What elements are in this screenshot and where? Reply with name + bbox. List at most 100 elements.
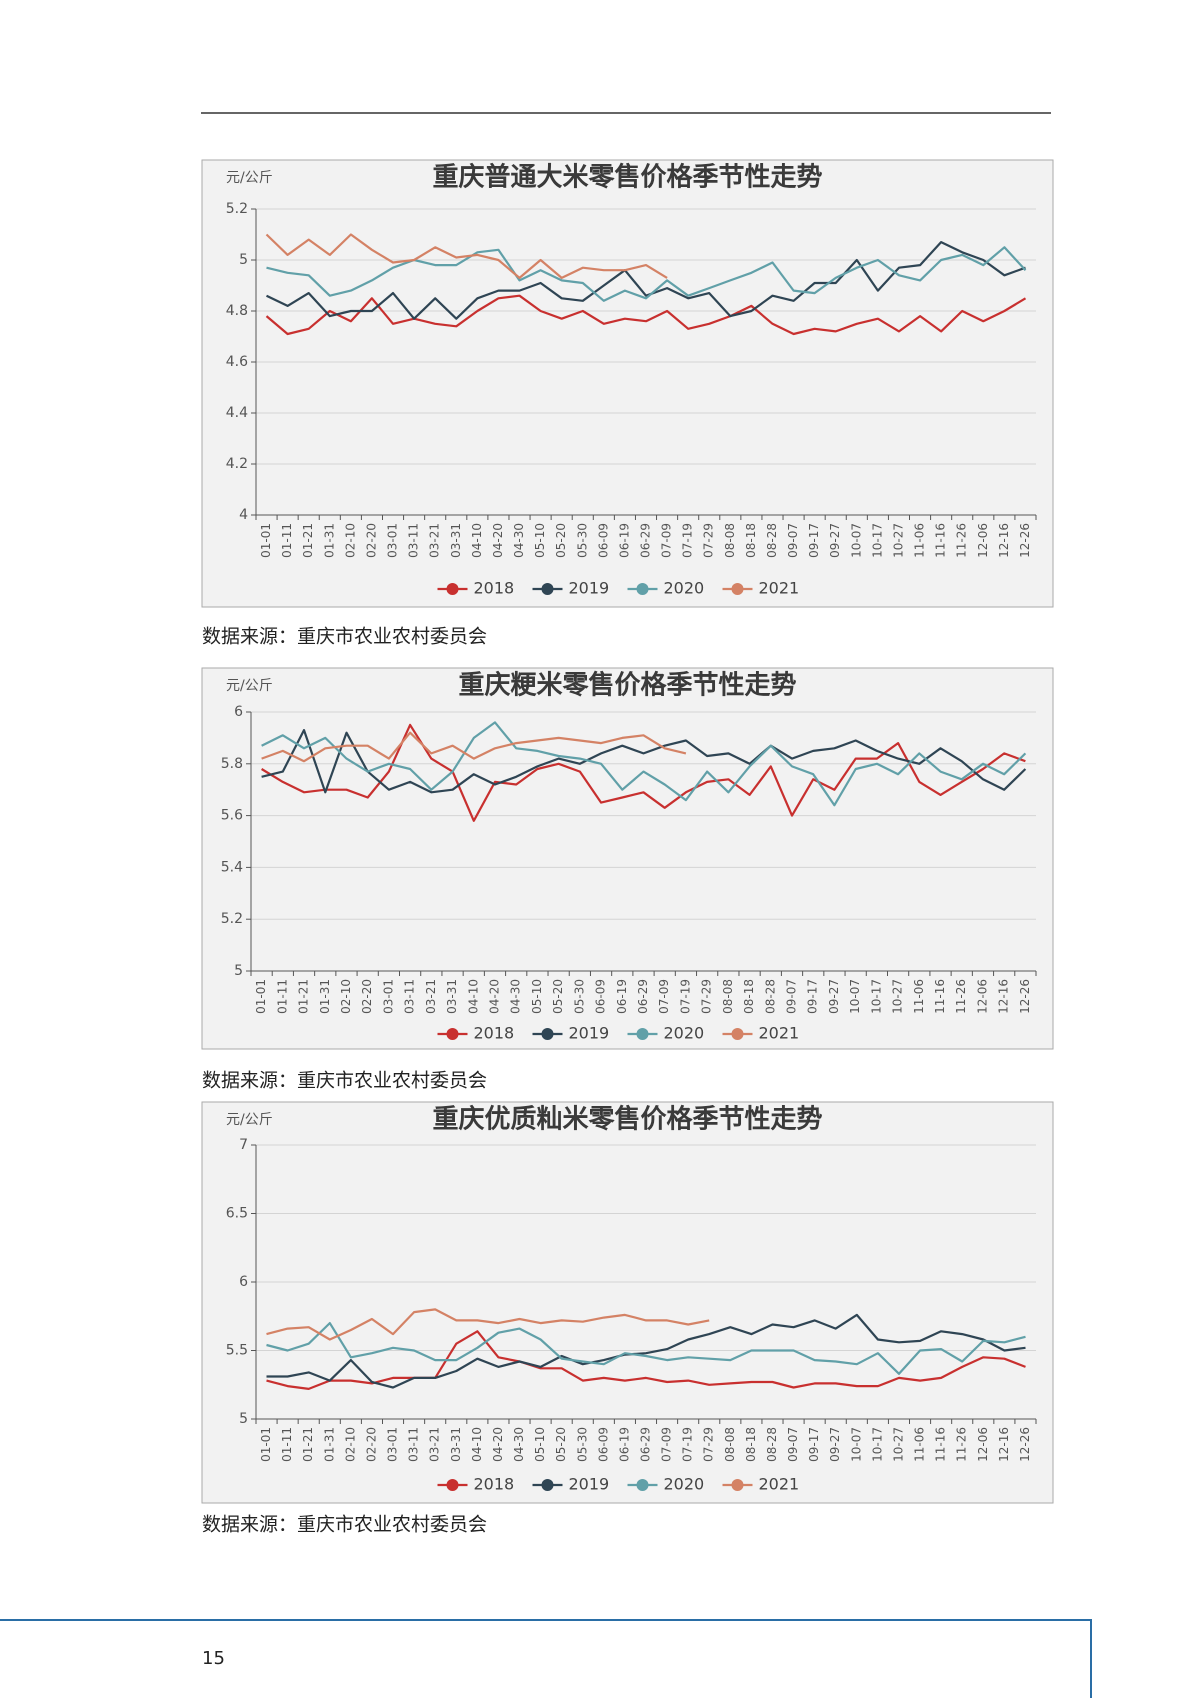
series-line [261, 731, 687, 763]
x-tick-label: 03-31 [445, 979, 459, 1014]
x-tick-label: 06-29 [639, 1427, 653, 1462]
y-tick-label: 5 [234, 963, 243, 979]
y-tick-label: 6 [239, 1274, 248, 1290]
series-line [266, 1313, 1026, 1389]
x-tick-label: 04-20 [491, 1427, 505, 1462]
x-tick-label: 03-21 [428, 523, 442, 558]
x-tick-label: 09-17 [807, 523, 821, 558]
legend-marker [541, 1479, 554, 1491]
x-tick-label: 09-17 [806, 979, 820, 1014]
x-tick-label: 11-06 [912, 979, 926, 1014]
x-tick-label: 11-26 [955, 1427, 969, 1462]
x-tick-label: 07-19 [681, 523, 695, 558]
chart-title: 重庆普通大米零售价格季节性走势 [432, 162, 822, 193]
x-tick-label: 03-01 [381, 979, 395, 1014]
x-tick-label: 08-08 [723, 523, 737, 558]
y-unit-label: 元/公斤 [226, 678, 273, 694]
y-tick-label: 4.2 [226, 456, 248, 472]
legend-label: 2018 [474, 1475, 515, 1494]
x-tick-label: 08-18 [742, 979, 756, 1014]
x-tick-label: 06-09 [596, 1427, 610, 1462]
x-tick-label: 10-07 [849, 1427, 863, 1462]
x-tick-label: 06-19 [617, 1427, 631, 1462]
x-tick-label: 10-07 [849, 523, 863, 558]
legend-label: 2018 [474, 1024, 515, 1043]
x-tick-label: 03-01 [386, 523, 400, 558]
x-tick-label: 04-30 [512, 1427, 526, 1462]
page-number: 15 [202, 1648, 225, 1669]
x-tick-label: 08-18 [744, 1427, 758, 1462]
x-tick-label: 10-17 [870, 1427, 884, 1462]
x-tick-label: 09-17 [807, 1427, 821, 1462]
y-tick-label: 6 [234, 704, 243, 720]
x-tick-label: 11-16 [934, 1427, 948, 1462]
x-tick-label: 09-27 [827, 979, 841, 1014]
legend-marker [731, 1028, 744, 1040]
x-tick-label: 10-17 [869, 979, 883, 1014]
x-tick-label: 06-19 [615, 979, 629, 1014]
x-tick-label: 04-20 [487, 979, 501, 1014]
x-tick-label: 01-11 [280, 523, 294, 558]
x-tick-label: 11-16 [933, 979, 947, 1014]
y-unit-label: 元/公斤 [226, 1112, 273, 1128]
legend-label: 2020 [664, 1024, 705, 1043]
legend-marker [541, 583, 554, 595]
x-tick-label: 05-20 [551, 979, 565, 1014]
x-tick-label: 07-09 [657, 979, 671, 1014]
x-tick-label: 07-29 [702, 1427, 716, 1462]
y-tick-label: 5.4 [221, 859, 243, 875]
x-tick-label: 05-10 [533, 1427, 547, 1462]
series-line [261, 729, 1027, 794]
x-tick-label: 01-31 [322, 523, 336, 558]
chart-frame [201, 1101, 1054, 1504]
legend-label: 2019 [569, 1024, 610, 1043]
x-tick-label: 11-26 [955, 523, 969, 558]
x-tick-label: 01-31 [318, 979, 332, 1014]
x-tick-label: 07-29 [700, 979, 714, 1014]
y-tick-label: 5.8 [221, 756, 243, 772]
x-tick-label: 09-27 [828, 1427, 842, 1462]
x-tick-label: 05-30 [572, 979, 586, 1014]
x-tick-label: 11-06 [913, 523, 927, 558]
x-tick-label: 12-06 [976, 523, 990, 558]
y-tick-label: 4.8 [226, 303, 248, 319]
series-line [261, 721, 1027, 807]
series-line [265, 233, 668, 279]
y-tick-label: 5 [239, 252, 248, 268]
legend-marker [731, 1479, 744, 1491]
x-tick-label: 06-09 [596, 523, 610, 558]
x-tick-label: 09-07 [786, 523, 800, 558]
legend-marker [636, 1479, 649, 1491]
y-tick-label: 5.2 [226, 201, 248, 217]
y-tick-label: 6.5 [226, 1206, 248, 1222]
x-tick-label: 12-16 [997, 523, 1011, 558]
y-tick-label: 5.6 [221, 808, 243, 824]
x-tick-label: 05-20 [554, 523, 568, 558]
legend-label: 2021 [759, 1024, 800, 1043]
source-note: 数据来源：重庆市农业农村委员会 [202, 1070, 487, 1092]
x-tick-label: 01-11 [275, 979, 289, 1014]
legend-label: 2019 [569, 579, 610, 598]
series-line [266, 1330, 1026, 1390]
x-tick-label: 08-08 [723, 1427, 737, 1462]
x-tick-label: 10-27 [891, 1427, 905, 1462]
x-tick-label: 02-20 [360, 979, 374, 1014]
x-tick-label: 04-30 [509, 979, 523, 1014]
x-tick-label: 03-31 [449, 523, 463, 558]
x-tick-label: 01-31 [322, 1427, 336, 1462]
x-tick-label: 10-27 [891, 523, 905, 558]
x-tick-label: 05-30 [575, 1427, 589, 1462]
source-note: 数据来源：重庆市农业农村委员会 [202, 626, 487, 648]
legend-label: 2021 [759, 579, 800, 598]
x-tick-label: 09-27 [828, 523, 842, 558]
legend-label: 2018 [474, 579, 515, 598]
legend-marker [446, 583, 459, 595]
legend-label: 2019 [569, 1475, 610, 1494]
x-tick-label: 03-21 [424, 979, 438, 1014]
x-tick-label: 12-06 [976, 1427, 990, 1462]
series-line [266, 1322, 1026, 1375]
x-tick-label: 01-01 [254, 979, 268, 1014]
x-tick-label: 03-01 [386, 1427, 400, 1462]
x-tick-label: 04-10 [470, 523, 484, 558]
